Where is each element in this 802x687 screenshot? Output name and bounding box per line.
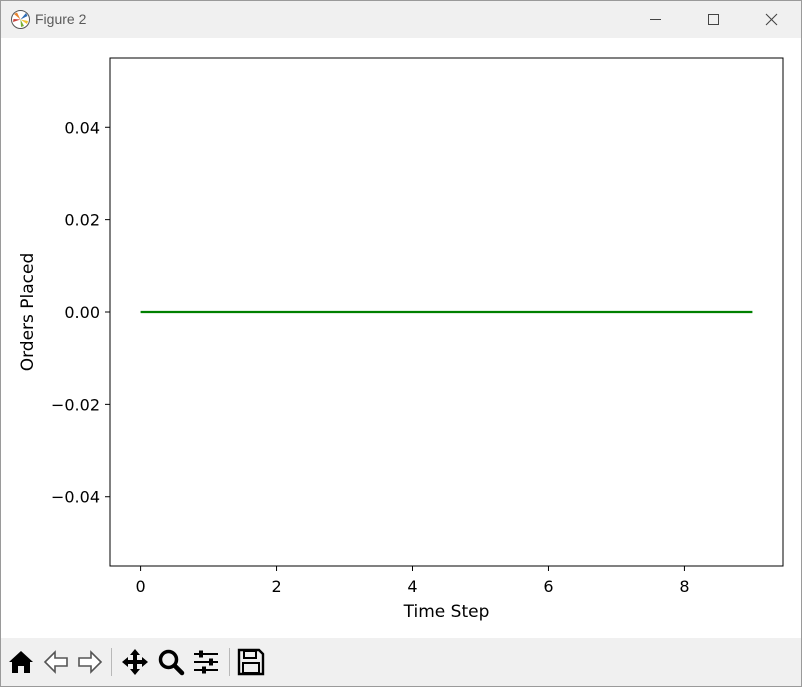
- configure-subplots-button[interactable]: [191, 647, 221, 677]
- forward-button[interactable]: [74, 647, 104, 677]
- close-icon: [765, 13, 778, 26]
- x-tick-label: 8: [679, 577, 689, 596]
- x-tick-label: 2: [271, 577, 281, 596]
- save-button[interactable]: [236, 647, 266, 677]
- toolbar-separator: [111, 648, 112, 676]
- y-tick-label: 0.02: [64, 211, 100, 230]
- window-title: Figure 2: [35, 11, 87, 27]
- minimize-button[interactable]: [626, 1, 684, 38]
- back-button[interactable]: [42, 647, 72, 677]
- y-tick-label: −0.02: [51, 395, 100, 414]
- y-tick-label: −0.04: [51, 488, 100, 507]
- maximize-icon: [708, 14, 719, 25]
- figure-canvas[interactable]: 0 2 4 6 8 0.04 0.02 0.00 −0.02 −0.04 Time Step O…: [1, 38, 801, 638]
- y-axis-label: Orders Placed: [18, 253, 38, 372]
- floppy-disk-icon: [237, 648, 265, 676]
- close-button[interactable]: [742, 1, 800, 38]
- title-bar[interactable]: Figure 2: [1, 1, 801, 38]
- x-tick-label: 0: [135, 577, 145, 596]
- home-button[interactable]: [6, 647, 36, 677]
- magnifier-icon: [158, 649, 185, 676]
- home-icon: [9, 651, 33, 673]
- navigation-toolbar: [1, 638, 801, 686]
- move-icon: [122, 649, 148, 675]
- y-tick-label: 0.04: [64, 118, 100, 137]
- back-arrow-icon: [43, 650, 68, 674]
- maximize-button[interactable]: [684, 1, 742, 38]
- x-tick-label: 6: [543, 577, 553, 596]
- y-tick-label: 0.00: [64, 303, 100, 322]
- sliders-icon: [194, 650, 218, 674]
- forward-arrow-icon: [78, 650, 103, 674]
- zoom-button[interactable]: [156, 647, 186, 677]
- minimize-icon: [650, 19, 661, 20]
- line-chart: 0 2 4 6 8 0.04 0.02 0.00 −0.02 −0.04 Time Step O…: [18, 57, 784, 622]
- x-tick-label: 4: [407, 577, 417, 596]
- x-axis-label: Time Step: [403, 602, 490, 622]
- toolbar-separator: [229, 648, 230, 676]
- matplotlib-logo-icon: [11, 10, 30, 29]
- pan-button[interactable]: [120, 647, 150, 677]
